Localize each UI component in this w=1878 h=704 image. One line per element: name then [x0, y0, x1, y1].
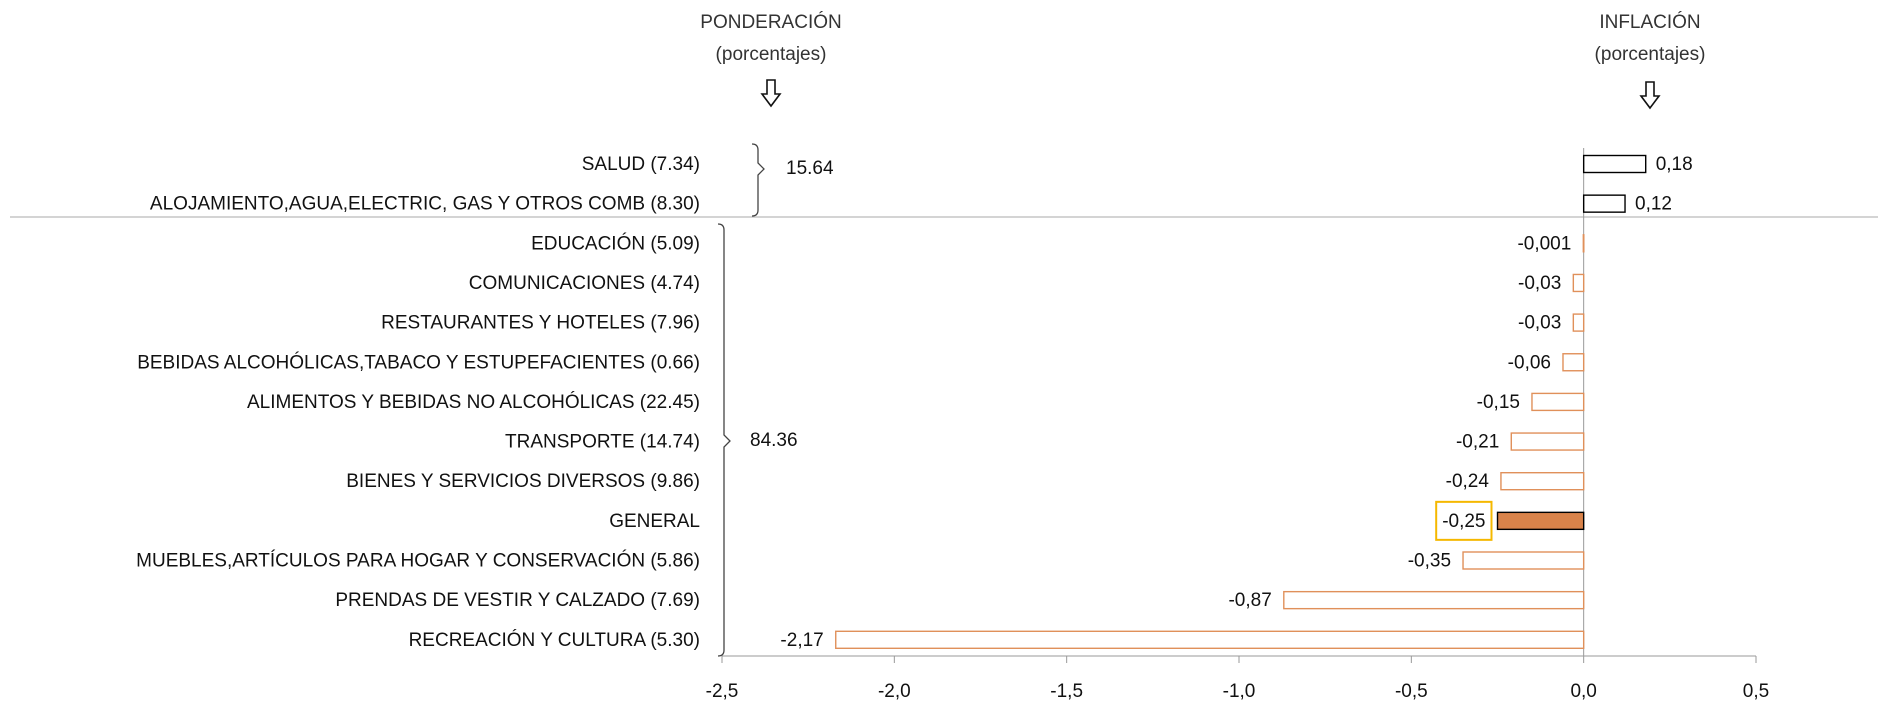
value-label: 0,18 — [1656, 154, 1693, 175]
right-subtitle: (porcentajes) — [1595, 44, 1706, 65]
category-label: RECREACIÓN Y CULTURA (5.30) — [409, 629, 700, 651]
bar — [1582, 154, 1647, 174]
bar — [1582, 194, 1626, 213]
bar — [835, 630, 1585, 649]
value-label: -0,87 — [1228, 590, 1271, 611]
bar — [1572, 313, 1585, 332]
bar — [1283, 590, 1585, 610]
value-label: -0,06 — [1508, 352, 1551, 373]
category-label: PRENDAS DE VESTIR Y CALZADO (7.69) — [335, 590, 700, 611]
bar — [1496, 511, 1585, 531]
group-total: 84.36 — [750, 430, 798, 451]
category-label: COMUNICACIONES (4.74) — [469, 273, 700, 294]
x-tick-label: 0,5 — [1743, 681, 1769, 702]
category-label: ALIMENTOS Y BEBIDAS NO ALCOHÓLICAS (22.4… — [247, 391, 700, 413]
x-tick-label: -2,5 — [706, 681, 739, 702]
value-label: -0,21 — [1456, 432, 1499, 453]
right-title: INFLACIÓN — [1599, 11, 1700, 33]
x-tick-label: -2,0 — [878, 681, 911, 702]
category-label: MUEBLES,ARTÍCULOS PARA HOGAR Y CONSERVAC… — [136, 550, 700, 572]
value-label: -0,001 — [1517, 233, 1571, 254]
bar — [1531, 392, 1585, 412]
bar — [1500, 472, 1585, 491]
value-label: 0,12 — [1635, 194, 1672, 215]
bracket — [751, 143, 765, 217]
value-label: -0,03 — [1518, 273, 1561, 294]
x-tick-label: -1,5 — [1050, 681, 1083, 702]
category-label: EDUCACIÓN (5.09) — [531, 232, 700, 254]
category-label: TRANSPORTE (14.74) — [505, 432, 700, 453]
bracket — [717, 223, 731, 657]
value-label: -0,35 — [1408, 551, 1451, 572]
bar — [1562, 353, 1585, 372]
x-tick-label: -1,0 — [1223, 681, 1256, 702]
value-label: -0,03 — [1518, 313, 1561, 334]
category-label: BEBIDAS ALCOHÓLICAS,TABACO Y ESTUPEFACIE… — [137, 351, 700, 373]
bar — [1572, 273, 1585, 293]
bar — [1462, 551, 1585, 570]
category-label: SALUD (7.34) — [582, 154, 700, 175]
left-title: PONDERACIÓN — [700, 11, 841, 33]
bar — [1510, 432, 1585, 451]
bar — [1582, 234, 1585, 253]
highlight-box — [1435, 500, 1493, 541]
arrow — [760, 79, 782, 108]
value-label: -0,24 — [1446, 471, 1490, 492]
category-label: RESTAURANTES Y HOTELES (7.96) — [381, 313, 700, 334]
left-subtitle: (porcentajes) — [716, 44, 827, 65]
value-label: -0,15 — [1477, 392, 1520, 413]
category-label: GENERAL — [609, 511, 700, 532]
value-label: -2,17 — [780, 630, 823, 651]
x-tick-label: -0,5 — [1395, 681, 1428, 702]
value-label: -0,25 — [1442, 511, 1485, 532]
arrow — [1639, 81, 1661, 110]
category-label: BIENES Y SERVICIOS DIVERSOS (9.86) — [346, 471, 700, 492]
group-total: 15.64 — [786, 158, 834, 179]
x-tick-label: 0,0 — [1570, 681, 1596, 702]
category-label: ALOJAMIENTO,AGUA,ELECTRIC, GAS Y OTROS C… — [150, 194, 700, 215]
